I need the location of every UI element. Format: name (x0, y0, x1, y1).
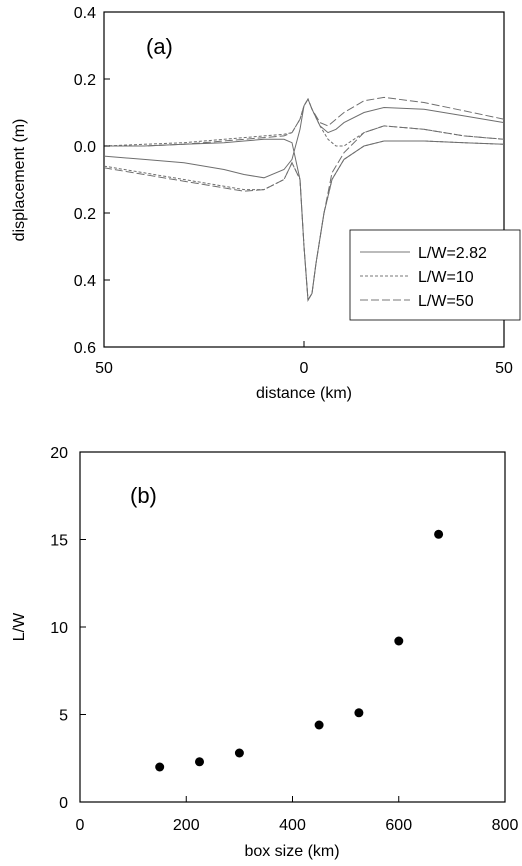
panel-b-y-tick-label: 15 (50, 533, 68, 550)
panel-a-y-axis-label: displacement (m) (11, 119, 28, 242)
scatter-point (195, 757, 204, 767)
series-line-l-w-2-82-1 (103, 97, 505, 179)
panel-a-y-tick-label: 0.4 (74, 273, 96, 290)
panel-b-x-ticks: 0 200 400 600 800 (76, 796, 519, 834)
panel-a-x-tick-label: 0 (300, 360, 309, 377)
panel-a-curves (103, 96, 505, 302)
panel-b-x-tick-label: 0 (76, 817, 85, 834)
panel-a-x-axis-label: distance (km) (256, 385, 352, 402)
legend-label-lw-50: L/W=50 (418, 293, 474, 310)
panel-b-points (155, 529, 444, 772)
panel-a-x-ticks: 50 0 50 (95, 341, 513, 377)
panel-b-x-tick-label: 400 (279, 817, 306, 834)
panel-b-x-tick-label: 600 (385, 817, 412, 834)
panel-a-y-ticks: 0.4 0.2 0.0 0.2 0.4 0.6 (74, 5, 110, 357)
scatter-point (394, 636, 404, 646)
scatter-point (354, 708, 364, 718)
panel-b-label: (b) (130, 483, 157, 508)
scatter-point (234, 748, 244, 758)
panel-b-y-axis-label: L/W (11, 612, 28, 641)
panel-b-y-tick-label: 20 (50, 445, 68, 462)
panel-b-y-ticks: 0 5 10 15 20 (50, 445, 86, 812)
panel-b-scatter-chart: 0 200 400 600 800 0 5 10 15 20 (b) box size (km)… (11, 445, 518, 860)
panel-b-y-tick-label: 0 (59, 795, 68, 812)
legend-label-lw-2-82: L/W=2.82 (418, 245, 487, 262)
panel-a-line-chart: 50 0 50 0.4 0.2 0.0 0.2 0.4 0.6 (a) distance (k… (11, 5, 521, 402)
panel-a-legend-box (349, 229, 521, 321)
panel-b-x-axis-label: box size (km) (244, 843, 339, 860)
panel-a-y-tick-label: 0.2 (74, 206, 96, 223)
series-line-l-w-50-2 (103, 125, 505, 302)
series-line-l-w-50-1 (104, 96, 505, 147)
panel-b-x-tick-label: 800 (492, 817, 519, 834)
panel-a-y-tick-label: 0.6 (74, 340, 96, 357)
panel-a-y-tick-label: 0.0 (74, 139, 96, 156)
panel-a-x-tick-label: 50 (95, 360, 113, 377)
panel-a-legend: L/W=2.82 L/W=10 L/W=50 (349, 229, 521, 321)
scatter-point (314, 720, 324, 730)
panel-b-x-tick-label: 200 (173, 817, 200, 834)
panel-b-y-tick-label: 5 (59, 708, 68, 725)
panel-b-y-tick-label: 10 (50, 620, 68, 637)
panel-a-label: (a) (146, 34, 173, 59)
legend-label-lw-10: L/W=10 (418, 269, 474, 286)
panel-a-y-tick-label: 0.2 (74, 72, 96, 89)
panel-a-y-tick-label: 0.4 (74, 5, 96, 22)
scatter-point (155, 762, 165, 772)
panel-a-x-tick-label: 50 (495, 360, 513, 377)
series-line-l-w-10-1 (103, 97, 505, 147)
scatter-point (434, 529, 444, 539)
